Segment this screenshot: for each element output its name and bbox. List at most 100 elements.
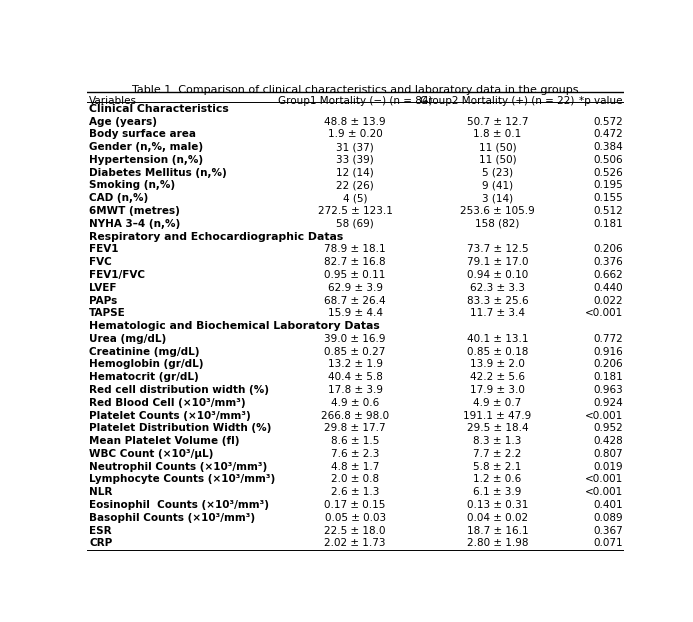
Text: 17.9 ± 3.0: 17.9 ± 3.0 xyxy=(470,385,525,395)
Text: 0.506: 0.506 xyxy=(593,155,622,165)
Text: Group1 Mortality (−) (n = 84): Group1 Mortality (−) (n = 84) xyxy=(278,96,432,106)
Text: 0.155: 0.155 xyxy=(593,193,622,203)
Text: 50.7 ± 12.7: 50.7 ± 12.7 xyxy=(467,116,528,127)
Text: 2.80 ± 1.98: 2.80 ± 1.98 xyxy=(467,539,528,549)
Text: 3 (14): 3 (14) xyxy=(482,193,513,203)
Text: 2.02 ± 1.73: 2.02 ± 1.73 xyxy=(324,539,386,549)
Text: 40.4 ± 5.8: 40.4 ± 5.8 xyxy=(328,372,383,382)
Text: 17.8 ± 3.9: 17.8 ± 3.9 xyxy=(328,385,383,395)
Text: 0.85 ± 0.27: 0.85 ± 0.27 xyxy=(324,346,386,356)
Text: 8.6 ± 1.5: 8.6 ± 1.5 xyxy=(331,436,379,446)
Text: 9 (41): 9 (41) xyxy=(482,180,513,190)
Text: Group2 Mortality (+) (n = 22): Group2 Mortality (+) (n = 22) xyxy=(420,96,574,106)
Text: <0.001: <0.001 xyxy=(584,411,622,420)
Text: 0.772: 0.772 xyxy=(593,334,622,344)
Text: 0.512: 0.512 xyxy=(593,206,622,216)
Text: 13.9 ± 2.0: 13.9 ± 2.0 xyxy=(470,360,525,369)
Text: Eosinophil  Counts (×10³/mm³): Eosinophil Counts (×10³/mm³) xyxy=(89,500,270,510)
Text: 82.7 ± 16.8: 82.7 ± 16.8 xyxy=(324,257,386,267)
Text: Basophil Counts (×10³/mm³): Basophil Counts (×10³/mm³) xyxy=(89,513,256,523)
Text: 33 (39): 33 (39) xyxy=(336,155,374,165)
Text: 29.8 ± 17.7: 29.8 ± 17.7 xyxy=(324,424,386,434)
Text: 0.367: 0.367 xyxy=(593,526,622,536)
Text: 0.05 ± 0.03: 0.05 ± 0.03 xyxy=(324,513,386,523)
Text: 58 (69): 58 (69) xyxy=(336,219,374,229)
Text: TAPSE: TAPSE xyxy=(89,309,126,318)
Text: 4 (5): 4 (5) xyxy=(343,193,367,203)
Text: 0.952: 0.952 xyxy=(593,424,622,434)
Text: 6.1 ± 3.9: 6.1 ± 3.9 xyxy=(473,487,522,497)
Text: ESR: ESR xyxy=(89,526,112,536)
Text: 266.8 ± 98.0: 266.8 ± 98.0 xyxy=(321,411,389,420)
Text: 0.17 ± 0.15: 0.17 ± 0.15 xyxy=(324,500,386,510)
Text: FVC: FVC xyxy=(89,257,112,267)
Text: 0.526: 0.526 xyxy=(593,168,622,178)
Text: 7.7 ± 2.2: 7.7 ± 2.2 xyxy=(473,449,522,459)
Text: 39.0 ± 16.9: 39.0 ± 16.9 xyxy=(324,334,386,344)
Text: *p value: *p value xyxy=(579,96,622,106)
Text: Urea (mg/dL): Urea (mg/dL) xyxy=(89,334,166,344)
Text: <0.001: <0.001 xyxy=(584,475,622,485)
Text: 22 (26): 22 (26) xyxy=(336,180,374,190)
Text: 191.1 ± 47.9: 191.1 ± 47.9 xyxy=(464,411,532,420)
Text: 158 (82): 158 (82) xyxy=(475,219,520,229)
Text: 5.8 ± 2.1: 5.8 ± 2.1 xyxy=(473,462,522,471)
Text: <0.001: <0.001 xyxy=(584,487,622,497)
Text: 18.7 ± 16.1: 18.7 ± 16.1 xyxy=(466,526,528,536)
Text: 6MWT (metres): 6MWT (metres) xyxy=(89,206,180,216)
Text: Mean Platelet Volume (fl): Mean Platelet Volume (fl) xyxy=(89,436,240,446)
Text: Hemoglobin (gr/dL): Hemoglobin (gr/dL) xyxy=(89,360,204,369)
Text: LVEF: LVEF xyxy=(89,283,117,293)
Text: Creatinine (mg/dL): Creatinine (mg/dL) xyxy=(89,346,200,356)
Text: CAD (n,%): CAD (n,%) xyxy=(89,193,148,203)
Text: 7.6 ± 2.3: 7.6 ± 2.3 xyxy=(331,449,379,459)
Text: 48.8 ± 13.9: 48.8 ± 13.9 xyxy=(324,116,386,127)
Text: 0.85 ± 0.18: 0.85 ± 0.18 xyxy=(467,346,528,356)
Text: 15.9 ± 4.4: 15.9 ± 4.4 xyxy=(328,309,383,318)
Text: Hematologic and Biochemical Laboratory Datas: Hematologic and Biochemical Laboratory D… xyxy=(89,321,380,332)
Text: Clinical Characteristics: Clinical Characteristics xyxy=(89,104,229,114)
Text: NLR: NLR xyxy=(89,487,113,497)
Text: Hypertension (n,%): Hypertension (n,%) xyxy=(89,155,204,165)
Text: 0.401: 0.401 xyxy=(593,500,622,510)
Text: Platelet Counts (×10³/mm³): Platelet Counts (×10³/mm³) xyxy=(89,411,251,420)
Text: Lymphocyte Counts (×10³/mm³): Lymphocyte Counts (×10³/mm³) xyxy=(89,475,276,485)
Text: 4.9 ± 0.6: 4.9 ± 0.6 xyxy=(331,397,379,408)
Text: 0.195: 0.195 xyxy=(593,180,622,190)
Text: 0.181: 0.181 xyxy=(593,219,622,229)
Text: 4.9 ± 0.7: 4.9 ± 0.7 xyxy=(473,397,522,408)
Text: 272.5 ± 123.1: 272.5 ± 123.1 xyxy=(317,206,393,216)
Text: Age (years): Age (years) xyxy=(89,116,157,127)
Text: 22.5 ± 18.0: 22.5 ± 18.0 xyxy=(324,526,386,536)
Text: 83.3 ± 25.6: 83.3 ± 25.6 xyxy=(466,295,528,305)
Text: 2.0 ± 0.8: 2.0 ± 0.8 xyxy=(331,475,379,485)
Text: 0.206: 0.206 xyxy=(593,360,622,369)
Text: Neutrophil Counts (×10³/mm³): Neutrophil Counts (×10³/mm³) xyxy=(89,462,267,471)
Text: FEV1/FVC: FEV1/FVC xyxy=(89,270,146,280)
Text: Table 1  Comparison of clinical characteristics and laboratory data in the group: Table 1 Comparison of clinical character… xyxy=(132,85,579,95)
Text: 0.472: 0.472 xyxy=(593,129,622,139)
Text: 42.2 ± 5.6: 42.2 ± 5.6 xyxy=(470,372,525,382)
Text: 0.071: 0.071 xyxy=(593,539,622,549)
Text: Hematocrit (gr/dL): Hematocrit (gr/dL) xyxy=(89,372,199,382)
Text: 0.924: 0.924 xyxy=(593,397,622,408)
Text: 62.9 ± 3.9: 62.9 ± 3.9 xyxy=(328,283,383,293)
Text: 1.2 ± 0.6: 1.2 ± 0.6 xyxy=(473,475,522,485)
Text: 0.376: 0.376 xyxy=(593,257,622,267)
Text: FEV1: FEV1 xyxy=(89,244,119,254)
Text: 62.3 ± 3.3: 62.3 ± 3.3 xyxy=(470,283,525,293)
Text: Diabetes Mellitus (n,%): Diabetes Mellitus (n,%) xyxy=(89,168,227,178)
Text: 73.7 ± 12.5: 73.7 ± 12.5 xyxy=(466,244,528,254)
Text: 11 (50): 11 (50) xyxy=(479,155,516,165)
Text: 79.1 ± 17.0: 79.1 ± 17.0 xyxy=(467,257,528,267)
Text: 0.206: 0.206 xyxy=(593,244,622,254)
Text: 5 (23): 5 (23) xyxy=(482,168,513,178)
Text: 2.6 ± 1.3: 2.6 ± 1.3 xyxy=(331,487,379,497)
Text: 0.807: 0.807 xyxy=(593,449,622,459)
Text: WBC Count (×10³/μL): WBC Count (×10³/μL) xyxy=(89,449,213,459)
Text: 0.916: 0.916 xyxy=(593,346,622,356)
Text: 0.662: 0.662 xyxy=(593,270,622,280)
Text: PAPs: PAPs xyxy=(89,295,118,305)
Text: 253.6 ± 105.9: 253.6 ± 105.9 xyxy=(460,206,535,216)
Text: Platelet Distribution Width (%): Platelet Distribution Width (%) xyxy=(89,424,272,434)
